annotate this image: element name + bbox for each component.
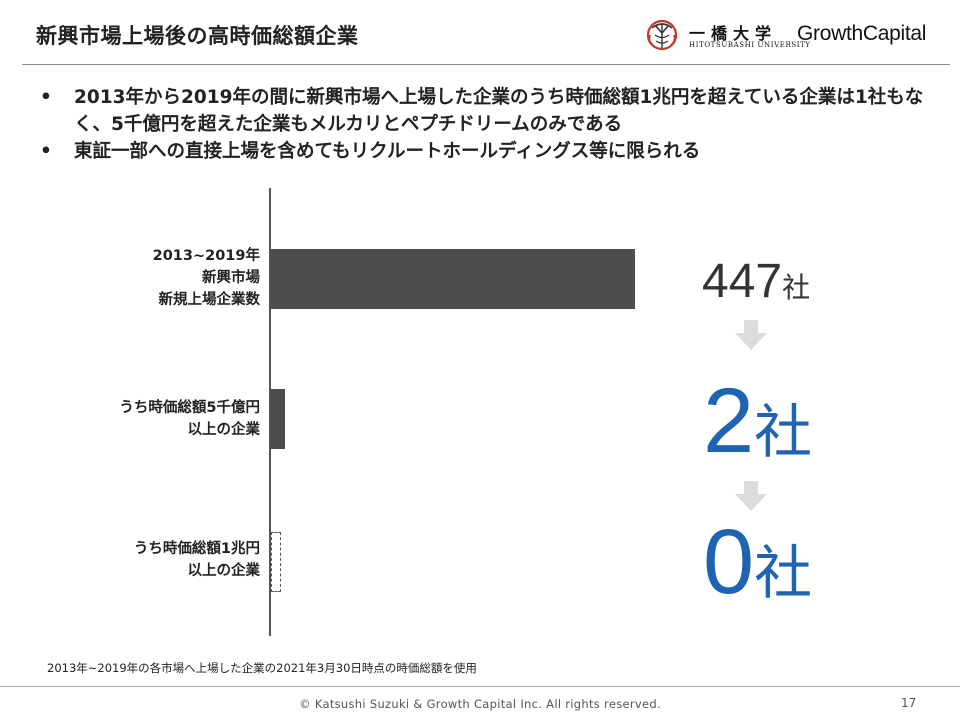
category-label-line: うち時価総額1兆円 (133, 541, 260, 557)
category-label-1tn: うち時価総額1兆円 以上の企業 (134, 538, 260, 582)
arrow-down-icon (735, 320, 767, 350)
category-label-new-listings: 2013~2019年 新興市場 新規上場企業数 (153, 245, 260, 311)
bullet-marker: • (40, 141, 52, 162)
university-name: 一橋大学 (689, 24, 778, 43)
bullet-list: • 2013年から2019年の間に新興市場へ上場した企業のうち時価総額1兆円を超… (40, 84, 940, 165)
bullet-text: 2013年から2019年の間に新興市場へ上場した企業のうち時価総額1兆円を超えて… (74, 87, 924, 135)
university-subtitle: HITOTSUBASHI UNIVERSITY (689, 41, 811, 49)
category-label-line: 新規上場企業数 (158, 292, 261, 308)
value-number: 0 (703, 511, 755, 613)
page-number: 17 (901, 696, 917, 710)
value-unit: 社 (782, 271, 811, 304)
value-unit: 社 (754, 398, 813, 466)
value-unit: 社 (754, 539, 813, 607)
company-logo: GrowthCapital (797, 22, 927, 45)
title-divider (22, 64, 950, 65)
category-label-line: 新興市場 (202, 270, 260, 286)
value-label-0: 0社 (703, 516, 812, 619)
arrow-down-icon (735, 481, 767, 511)
bullet-marker: • (40, 87, 52, 108)
bar-500bn (270, 389, 285, 449)
bar-1tn-empty (271, 532, 281, 592)
value-number: 2 (703, 370, 755, 472)
page-title: 新興市場上場後の高時価総額企業 (36, 24, 359, 48)
value-number: 447 (702, 255, 783, 308)
bullet-text: 東証一部への直接上場を含めてもリクルートホールディングス等に限られる (74, 141, 701, 162)
header-logos: 一橋大学 HITOTSUBASHI UNIVERSITY GrowthCapit… (645, 16, 945, 56)
category-label-line: 以上の企業 (187, 563, 261, 579)
copyright-text: © Katsushi Suzuki & Growth Capital Inc. … (299, 697, 661, 711)
university-seal-icon (646, 19, 678, 51)
bullet-item: • 2013年から2019年の間に新興市場へ上場した企業のうち時価総額1兆円を超… (40, 84, 940, 138)
category-label-line: 2013~2019年 (152, 248, 260, 264)
bullet-item: • 東証一部への直接上場を含めてもリクルートホールディングス等に限られる (40, 138, 940, 165)
category-label-500bn: うち時価総額5千億円 以上の企業 (119, 397, 260, 441)
bar-new-listings (270, 249, 635, 309)
value-label-2: 2社 (703, 375, 812, 478)
value-label-447: 447社 (702, 254, 810, 309)
footer-divider (0, 686, 960, 687)
chart-axis (269, 188, 271, 636)
footnote: 2013年~2019年の各市場へ上場した企業の2021年3月30日時点の時価総額… (47, 661, 477, 675)
category-label-line: 以上の企業 (187, 422, 261, 438)
category-label-line: うち時価総額5千億円 (119, 400, 260, 416)
